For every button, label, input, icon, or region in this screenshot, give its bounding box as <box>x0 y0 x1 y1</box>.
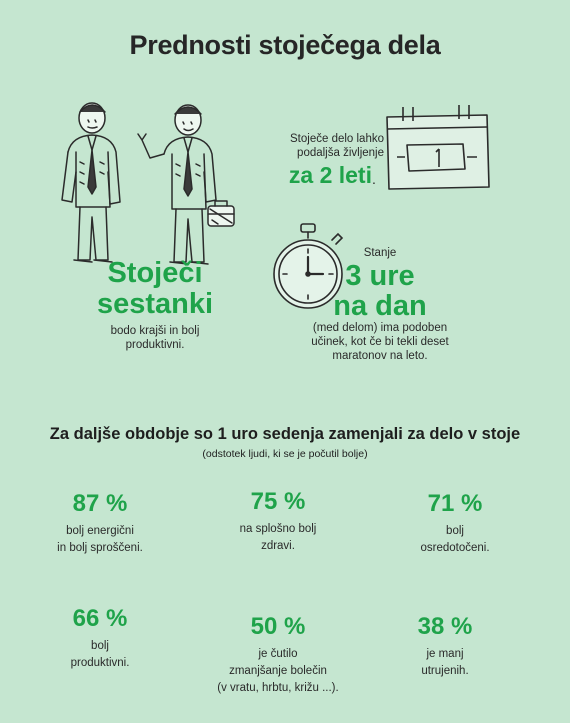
stat-label-line2: produktivni. <box>70 657 130 669</box>
standing-description-line2: učinek, kot če bi tekli deset <box>311 336 449 348</box>
stat-healthy: 75 % na splošno bolj zdravi. <box>198 488 358 555</box>
stat-label: na splošno bolj zdravi. <box>198 521 358 555</box>
stat-energetic: 87 % bolj energični in bolj sproščeni. <box>20 490 180 557</box>
meetings-description-line2: produktivni. <box>125 339 185 351</box>
stat-value: 50 % <box>250 613 306 640</box>
stat-label-line1: na splošno bolj <box>239 523 317 535</box>
calendar-icon: 1 <box>386 105 490 190</box>
life-headline: za 2 leti <box>288 162 372 188</box>
stat-label-line3: (v vratu, hrbtu, križu ...). <box>217 682 339 694</box>
meetings-headline-line2: sestanki <box>96 288 214 320</box>
stat-label: je čutilo zmanjšanje bolečin (v vratu, h… <box>198 646 358 697</box>
standing-headline: 3 ure na dan <box>300 261 460 321</box>
stat-label-line2: zmanjšanje bolečin <box>229 665 327 677</box>
standing-label: Stanje <box>363 247 397 259</box>
stat-label: bolj osredotočeni. <box>375 523 535 557</box>
stat-label-line2: utrujenih. <box>421 665 469 677</box>
stat-label-line1: bolj <box>446 525 464 537</box>
stat-value: 75 % <box>250 488 306 515</box>
stat-value: 66 % <box>72 605 128 632</box>
stat-value: 87 % <box>72 490 128 517</box>
stat-less-tired: 38 % je manj utrujenih. <box>365 613 525 680</box>
meetings-description: bodo krajši in bolj produktivni. <box>75 324 235 352</box>
life-text: Stoječe delo lahko podaljša življenje <box>262 132 384 160</box>
standing-headline-line2: na dan <box>333 290 427 322</box>
stat-label: bolj produktivni. <box>20 638 180 672</box>
section-subtitle: (odstotek ljudi, ki se je počutil bolje) <box>202 448 368 460</box>
stat-less-pain: 50 % je čutilo zmanjšanje bolečin (v vra… <box>198 613 358 697</box>
section-title: Za daljše obdobje so 1 uro sedenja zamen… <box>49 425 521 443</box>
meetings-headline: Stoječi sestanki <box>70 258 240 320</box>
life-text-line1: Stoječe delo lahko <box>290 133 384 145</box>
stat-label-line1: je čutilo <box>258 648 298 660</box>
meetings-headline-line1: Stoječi <box>107 257 203 289</box>
stat-label-line1: je manj <box>426 648 464 660</box>
standing-description-line1: (med delom) ima podoben <box>312 322 448 334</box>
stat-label: je manj utrujenih. <box>365 646 525 680</box>
meetings-description-line1: bodo krajši in bolj <box>110 325 200 337</box>
page-title: Prednosti stoječega dela <box>129 30 441 60</box>
stat-label-line2: osredotočeni. <box>420 542 490 554</box>
stat-focused: 71 % bolj osredotočeni. <box>375 490 535 557</box>
stat-productive: 66 % bolj produktivni. <box>20 605 180 672</box>
standing-description-line3: maratonov na leto. <box>332 350 428 362</box>
stat-label-line2: in bolj sproščeni. <box>57 542 143 554</box>
life-dot: . <box>372 171 376 187</box>
stat-label: bolj energični in bolj sproščeni. <box>20 523 180 557</box>
stopwatch-icon <box>273 223 344 309</box>
stat-label-line1: bolj energični <box>66 525 134 537</box>
businessmen-illustration <box>61 102 235 265</box>
stat-label-line1: bolj <box>91 640 109 652</box>
stat-label-line2: zdravi. <box>261 540 295 552</box>
standing-description: (med delom) ima podoben učinek, kot če b… <box>290 321 470 363</box>
life-text-line2: podaljša življenje <box>297 147 384 159</box>
standing-headline-line1: 3 ure <box>345 260 415 292</box>
stat-value: 71 % <box>427 490 483 517</box>
stat-value: 38 % <box>417 613 473 640</box>
